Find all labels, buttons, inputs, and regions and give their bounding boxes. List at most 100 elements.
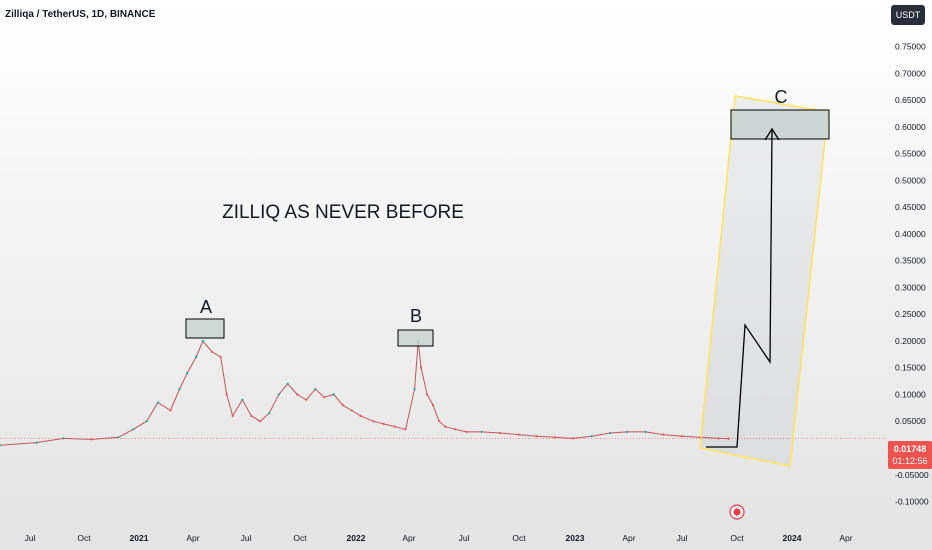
x-tick-label: Apr (186, 533, 199, 543)
zone-box-a[interactable] (185, 318, 225, 339)
chart-title: Zilliqa / TetherUS, 1D, BINANCE (5, 9, 156, 20)
x-tick-label: Oct (512, 533, 526, 543)
currency-button[interactable]: USDT (891, 5, 925, 25)
price-line (0, 340, 729, 446)
price-point (201, 339, 204, 343)
price-point (332, 393, 335, 396)
label-b: B (410, 306, 422, 326)
price-point (231, 414, 234, 417)
price-point (480, 430, 483, 433)
zone-box-b[interactable] (397, 329, 434, 347)
y-tick-label: -0.10000 (895, 497, 929, 507)
x-tick-label: Apr (402, 533, 415, 543)
price-point (210, 350, 213, 353)
price-point (420, 366, 423, 369)
price-point (432, 404, 435, 407)
x-tick-label: Apr (622, 533, 635, 543)
price-point (241, 398, 244, 401)
price-point (404, 428, 407, 431)
price-point (465, 430, 468, 433)
projection-channel[interactable] (699, 95, 829, 467)
x-tick-label: Apr (839, 533, 852, 543)
price-point (359, 414, 362, 417)
price-point (438, 420, 441, 423)
x-tick-label: Jul (677, 533, 688, 543)
zone-box-c[interactable] (730, 109, 830, 140)
price-point (393, 425, 396, 428)
price-point (444, 425, 447, 428)
last-price-tag: 0.01748 01:12:56 (888, 441, 932, 469)
price-point (717, 437, 720, 440)
y-tick-label: 0.05000 (895, 416, 926, 426)
x-tick-label: 2024 (783, 533, 802, 543)
price-point (225, 393, 228, 396)
price-point (341, 404, 344, 407)
x-tick-label: Oct (730, 533, 744, 543)
price-point (625, 430, 629, 433)
price-point (413, 388, 416, 391)
price-point (382, 422, 385, 425)
x-tick-label: 2022 (347, 533, 366, 543)
price-point (499, 431, 502, 435)
y-axis: 0.75000 0.70000 0.65000 0.60000 0.55000 0.500… (895, 42, 929, 507)
price-point (156, 401, 159, 404)
price-point (178, 388, 181, 391)
price-point (727, 437, 730, 440)
price-point (372, 420, 375, 423)
y-tick-label: 0.60000 (895, 122, 926, 132)
y-tick-label: 0.30000 (895, 282, 926, 292)
y-tick-label: 0.50000 (895, 175, 926, 185)
price-point (350, 409, 353, 412)
price-point (314, 388, 317, 391)
projection-path[interactable] (706, 129, 773, 448)
price-point (662, 433, 665, 436)
flag-icon[interactable] (729, 504, 745, 520)
y-tick-label: 0.70000 (895, 68, 926, 78)
x-tick-label: 2023 (566, 533, 585, 543)
price-point (454, 428, 457, 431)
price-point (680, 435, 684, 438)
last-price: 0.01748 (893, 444, 927, 454)
y-tick-label: 0.35000 (895, 256, 926, 266)
x-tick-label: Jul (25, 533, 36, 543)
price-point (535, 435, 538, 438)
price-point (132, 428, 135, 431)
price-point (219, 355, 222, 359)
price-point (305, 398, 308, 401)
price-point (323, 396, 326, 399)
price-point (268, 412, 271, 415)
x-axis: Jul Oct 2021 Apr Jul Oct 2022 Apr Jul Oct 2023 Apr J… (25, 533, 853, 543)
y-tick-label: 0.55000 (895, 149, 926, 159)
price-point (426, 393, 429, 396)
arrow-head (764, 127, 780, 141)
y-tick-label: 0.10000 (895, 389, 926, 399)
x-tick-label: Jul (459, 533, 470, 543)
price-point (0, 444, 2, 447)
price-point (250, 414, 253, 417)
price-point (609, 431, 612, 435)
x-tick-label: Jul (241, 533, 252, 543)
y-tick-label: 0.45000 (895, 202, 926, 212)
price-point (169, 409, 172, 412)
y-tick-label: 0.25000 (895, 309, 926, 319)
price-point (517, 433, 520, 436)
price-point (554, 436, 557, 439)
price-point (590, 435, 593, 438)
label-a: A (200, 297, 212, 317)
bar-countdown: 01:12:56 (892, 456, 928, 466)
label-c: C (775, 87, 788, 107)
y-tick-label: 0.65000 (895, 95, 926, 105)
y-tick-label: 0.15000 (895, 363, 926, 373)
price-point (195, 355, 198, 359)
y-tick-label: -0.05000 (895, 470, 929, 480)
x-tick-label: 2021 (130, 533, 149, 543)
price-point (259, 420, 262, 423)
price-point (644, 430, 647, 433)
y-tick-label: 0.20000 (895, 336, 926, 346)
y-tick-label: 0.75000 (895, 42, 926, 52)
price-point (117, 436, 120, 439)
headline: ZILLIQ AS NEVER BEFORE (222, 202, 464, 223)
price-series (0, 339, 888, 447)
y-tick-label: 0.40000 (895, 229, 926, 239)
